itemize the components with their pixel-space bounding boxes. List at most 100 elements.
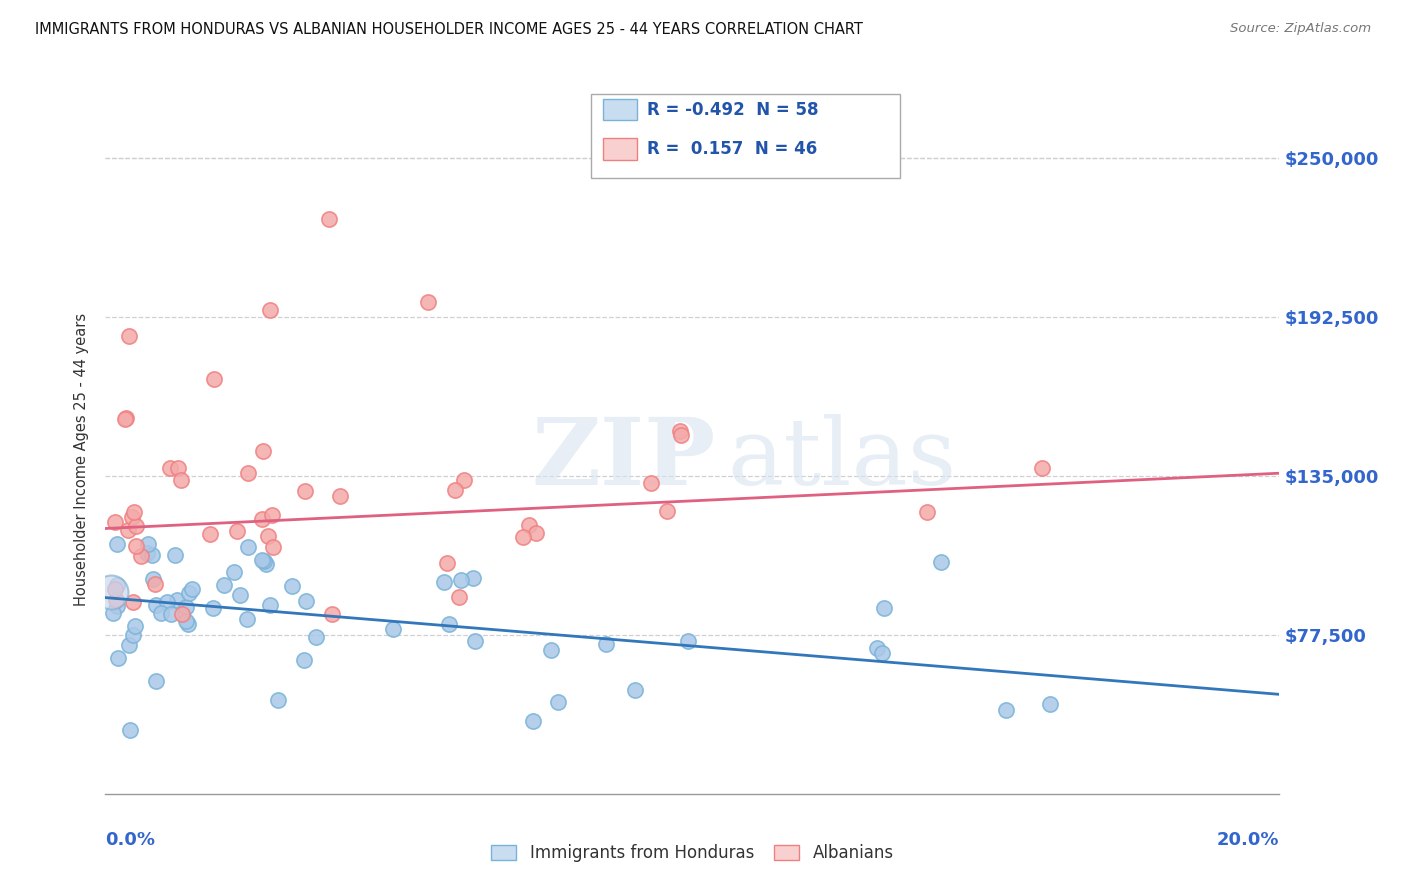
Point [669, 428, 692, 442]
Point [318, 211, 340, 226]
Point [1031, 461, 1053, 475]
Point [202, 372, 225, 386]
Point [1039, 698, 1062, 712]
Point [266, 693, 288, 707]
Point [202, 601, 225, 615]
Point [145, 599, 167, 613]
Point [103, 582, 125, 596]
Point [172, 607, 194, 622]
Point [180, 582, 202, 596]
Point [103, 606, 125, 620]
Point [118, 638, 141, 652]
Point [100, 585, 122, 599]
Point [104, 515, 127, 529]
Point [149, 606, 172, 620]
Point [165, 549, 187, 563]
Point [122, 627, 145, 641]
Point [125, 539, 148, 553]
Point [115, 410, 138, 425]
Point [547, 695, 569, 709]
Text: Source: ZipAtlas.com: Source: ZipAtlas.com [1230, 22, 1371, 36]
Point [174, 599, 197, 614]
Point [138, 537, 160, 551]
Legend: Immigrants from Honduras, Albanians: Immigrants from Honduras, Albanians [491, 845, 894, 863]
Point [464, 633, 486, 648]
Point [450, 573, 472, 587]
Point [929, 555, 952, 569]
Point [252, 444, 274, 458]
Text: atlas: atlas [728, 415, 957, 504]
Point [280, 579, 302, 593]
Point [117, 329, 139, 343]
Point [166, 593, 188, 607]
Point [595, 637, 617, 651]
Point [433, 575, 456, 590]
Text: ZIP: ZIP [531, 415, 716, 504]
Point [121, 510, 143, 524]
Point [125, 518, 148, 533]
Text: R =  0.157  N = 46: R = 0.157 N = 46 [647, 140, 817, 158]
Point [262, 540, 284, 554]
Point [198, 526, 221, 541]
Point [329, 490, 352, 504]
Point [640, 476, 662, 491]
Point [156, 595, 179, 609]
Point [294, 483, 316, 498]
Point [120, 723, 142, 738]
Point [418, 294, 440, 309]
Point [159, 607, 181, 622]
Point [105, 537, 128, 551]
Point [141, 548, 163, 562]
Point [179, 586, 201, 600]
Point [676, 634, 699, 648]
Point [453, 474, 475, 488]
Point [262, 508, 284, 522]
Point [668, 424, 690, 438]
Text: 20.0%: 20.0% [1218, 830, 1279, 848]
Point [129, 549, 152, 563]
Point [236, 612, 259, 626]
Point [522, 714, 544, 728]
Y-axis label: Householder Income Ages 25 - 44 years: Householder Income Ages 25 - 44 years [75, 313, 90, 606]
Point [449, 591, 471, 605]
Point [259, 303, 281, 318]
Point [866, 640, 889, 655]
Point [236, 540, 259, 554]
Point [105, 577, 128, 591]
Point [117, 523, 139, 537]
Point [512, 530, 534, 544]
Point [250, 512, 273, 526]
Point [517, 517, 540, 532]
Point [238, 466, 260, 480]
Text: R = -0.492  N = 58: R = -0.492 N = 58 [647, 101, 818, 119]
Point [655, 504, 678, 518]
Point [170, 473, 193, 487]
Point [212, 577, 235, 591]
Point [540, 642, 562, 657]
Point [873, 600, 896, 615]
Point [166, 461, 188, 475]
Point [915, 505, 938, 519]
Point [870, 647, 893, 661]
Point [295, 594, 318, 608]
Point [122, 595, 145, 609]
Point [437, 617, 460, 632]
Point [104, 593, 127, 607]
Point [254, 558, 277, 572]
Point [250, 552, 273, 566]
Point [141, 572, 163, 586]
Point [623, 683, 645, 698]
Point [305, 630, 328, 644]
Point [463, 571, 485, 585]
Point [292, 652, 315, 666]
Point [444, 483, 467, 497]
Point [321, 607, 343, 622]
Point [107, 650, 129, 665]
Point [436, 556, 458, 570]
Point [122, 505, 145, 519]
Point [114, 412, 136, 426]
Point [228, 588, 250, 602]
Point [174, 614, 197, 628]
Point [257, 529, 280, 543]
Point [159, 460, 181, 475]
